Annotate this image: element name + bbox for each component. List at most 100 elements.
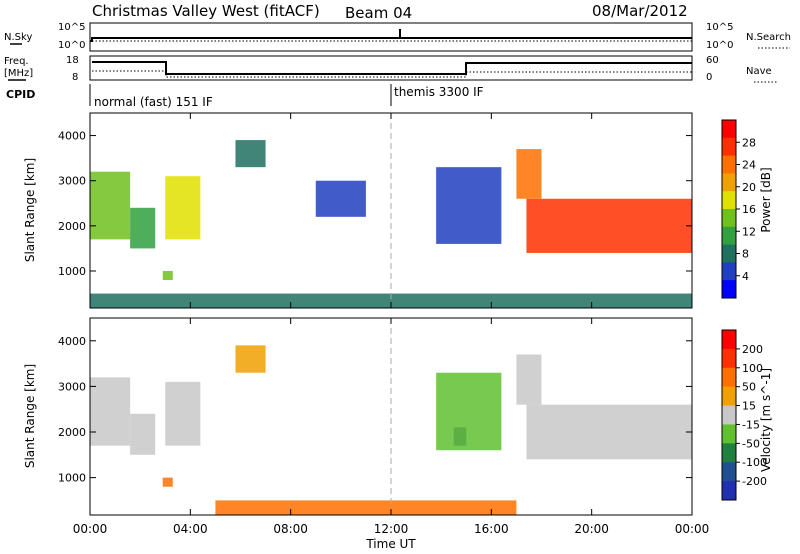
colorbar-tick-label: 12	[742, 225, 756, 238]
velocity-region-8	[516, 354, 542, 405]
velocity-panel	[89, 317, 693, 516]
colorbar-swatch	[722, 462, 736, 482]
colorbar-swatch	[722, 137, 736, 157]
velocity-region-4	[235, 345, 266, 373]
nave-tick-bottom: 0	[706, 72, 712, 83]
colorbar-tick-label: -15	[742, 418, 760, 431]
velocity-region-3	[162, 477, 173, 487]
colorbar-swatch	[722, 226, 736, 246]
colorbar-frame	[721, 329, 737, 501]
cpid-segment-themis: themis 3300 IF	[394, 85, 484, 99]
colorbar-tick-label: -200	[742, 475, 767, 488]
plot-title: Christmas Valley West (fitACF)	[92, 2, 320, 20]
power-region-2	[165, 176, 201, 240]
nsky-tick-top: 10^5	[58, 22, 85, 33]
colorbar-swatch	[722, 386, 736, 407]
nsky-label: N.Sky	[4, 32, 32, 43]
colorbar-swatch	[722, 348, 736, 369]
velocity-region-2	[165, 381, 201, 446]
velocity-region-9	[215, 500, 517, 515]
power-data-layer	[90, 140, 692, 308]
beam-label: Beam 04	[345, 4, 412, 22]
colorbar-swatch	[722, 405, 736, 425]
x-tick-label: 04:00	[173, 522, 208, 536]
x-tick-label: 00:00	[73, 522, 108, 536]
power-y-axis-label: Slant Range [km]	[23, 158, 37, 262]
y-tick-label: 4000	[58, 335, 86, 348]
x-tick-label: 00:00	[675, 522, 710, 536]
colorbar-tick-label: 20	[742, 181, 756, 194]
x-axis-ticks: 00:00 04:00 08:00 12:00 16:00 20:00 00:00	[73, 113, 710, 536]
colorbar-swatch	[722, 209, 736, 228]
y-tick-label: 3000	[58, 175, 86, 188]
velocity-colorbar: 200 100 50 15 -15 -50 -100 -200	[721, 329, 767, 501]
colorbar-tick-label: 4	[742, 270, 749, 283]
y-tick-label: 1000	[58, 472, 86, 485]
power-region-8	[516, 149, 542, 199]
colorbar-tick-label: -100	[742, 456, 767, 469]
cpid-segment-normal: normal (fast) 151 IF	[94, 95, 213, 109]
colorbar-tick-label: 100	[742, 362, 763, 375]
nsky-trace	[90, 37, 692, 42]
colorbar-tick-label: 28	[742, 136, 756, 149]
x-tick-label: 08:00	[273, 522, 308, 536]
colorbar-swatch	[722, 443, 736, 463]
power-region-3	[162, 270, 173, 281]
velocity-region-6	[436, 372, 502, 451]
y-tick-label: 2000	[58, 220, 86, 233]
colorbar-swatch	[722, 244, 736, 263]
colorbar-tick-label: 50	[742, 381, 756, 394]
y-axis-ticks: 4000 3000 2000 1000 4000 3000 2000 1000	[58, 130, 692, 485]
colorbar-swatch	[722, 173, 736, 192]
power-colorbar-label: Power [dB]	[759, 167, 773, 232]
colorbar-tick-label: 8	[742, 248, 749, 261]
power-region-9	[90, 293, 692, 308]
freq-label-2: [MHz]	[4, 68, 33, 79]
power-region-4	[235, 140, 266, 168]
colorbar-tick-label: -50	[742, 437, 760, 450]
power-region-1	[130, 207, 156, 249]
freq-panel	[89, 55, 693, 81]
colorbar-swatch	[722, 424, 736, 444]
y-tick-label: 4000	[58, 130, 86, 143]
freq-tick-top: 18	[66, 55, 79, 66]
nsky-tick-bottom: 10^0	[58, 40, 85, 51]
nave-tick-top: 60	[706, 55, 719, 66]
velocity-region-0	[90, 377, 131, 446]
freq-label-1: Freq.	[4, 56, 29, 67]
y-tick-label: 3000	[58, 380, 86, 393]
x-tick-label: 16:00	[474, 522, 509, 536]
nsearch-tick-bottom: 10^0	[706, 40, 733, 51]
nsearch-label: N.Search	[746, 32, 791, 43]
power-region-7	[526, 198, 692, 253]
velocity-y-axis-label: Slant Range [km]	[23, 364, 37, 468]
colorbar-swatch	[722, 367, 736, 388]
power-region-6	[436, 167, 502, 244]
colorbar-swatch	[722, 280, 736, 299]
power-colorbar: 28 24 20 16 12 8 4	[721, 119, 756, 299]
date-label: 08/Mar/2012	[592, 2, 688, 20]
nsearch-tick-top: 10^5	[706, 22, 733, 33]
power-region-0	[90, 171, 131, 240]
colorbar-swatch	[722, 481, 736, 501]
velocity-colorbar-label: Velocity [m s^-1]	[759, 368, 773, 472]
colorbar-tick-label: 15	[742, 400, 756, 413]
colorbar-swatch	[722, 262, 736, 281]
nave-label: Nave	[746, 66, 772, 77]
colorbar-tick-label: 16	[742, 203, 756, 216]
velocity-region-1	[130, 413, 156, 455]
colorbar-swatch	[722, 330, 736, 350]
velocity-region-7	[526, 404, 692, 460]
x-tick-label: 12:00	[374, 522, 409, 536]
colorbar-swatch	[722, 120, 736, 139]
colorbar-tick-label: 200	[742, 343, 763, 356]
colorbar-swatch	[722, 191, 736, 210]
colorbar-tick-label: 24	[742, 159, 756, 172]
freq-trace	[92, 61, 692, 75]
x-axis-label: Time UT	[365, 537, 416, 551]
x-tick-label: 20:00	[574, 522, 609, 536]
power-region-5	[315, 180, 366, 217]
cpid-label: CPID	[6, 88, 35, 101]
freq-tick-bottom: 8	[72, 72, 78, 83]
